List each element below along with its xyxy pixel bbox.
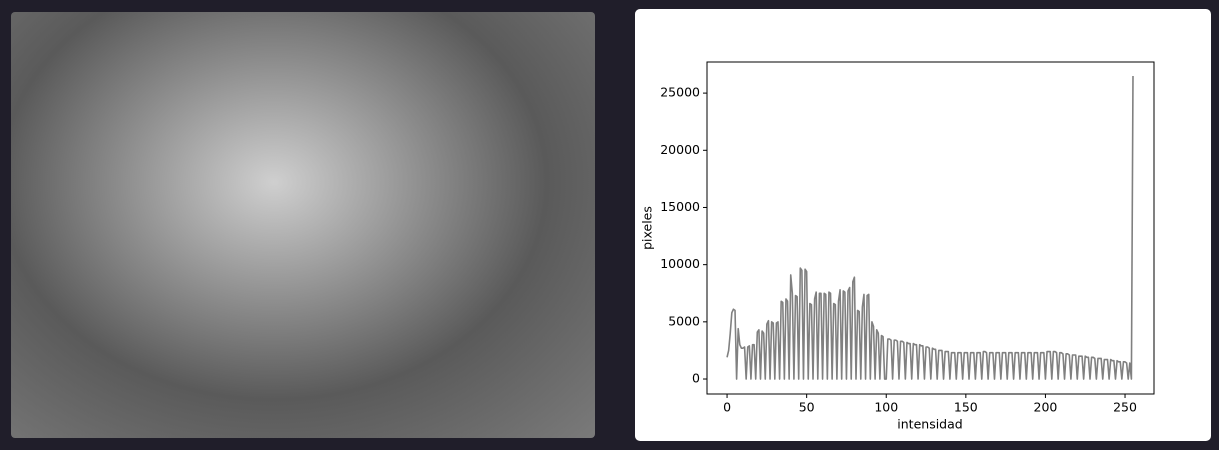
y-tick-label: 15000: [660, 199, 700, 214]
x-tick-label: 0: [723, 400, 731, 415]
x-axis-label: intensidad: [897, 417, 962, 432]
y-tick-label: 25000: [660, 85, 700, 100]
x-tick-label: 150: [954, 400, 978, 415]
y-tick-label: 10000: [660, 256, 700, 271]
photo: [11, 12, 595, 438]
y-tick-label: 0: [692, 371, 700, 386]
y-tick-label: 5000: [668, 313, 700, 328]
x-tick-label: 250: [1113, 400, 1137, 415]
x-tick-label: 200: [1034, 400, 1058, 415]
y-tick-label: 20000: [660, 142, 700, 157]
x-tick-label: 100: [874, 400, 898, 415]
axes-frame: [706, 61, 1155, 395]
histogram-line: [726, 75, 1134, 380]
y-axis-label: pixeles: [640, 206, 655, 250]
x-tick-label: 50: [799, 400, 815, 415]
